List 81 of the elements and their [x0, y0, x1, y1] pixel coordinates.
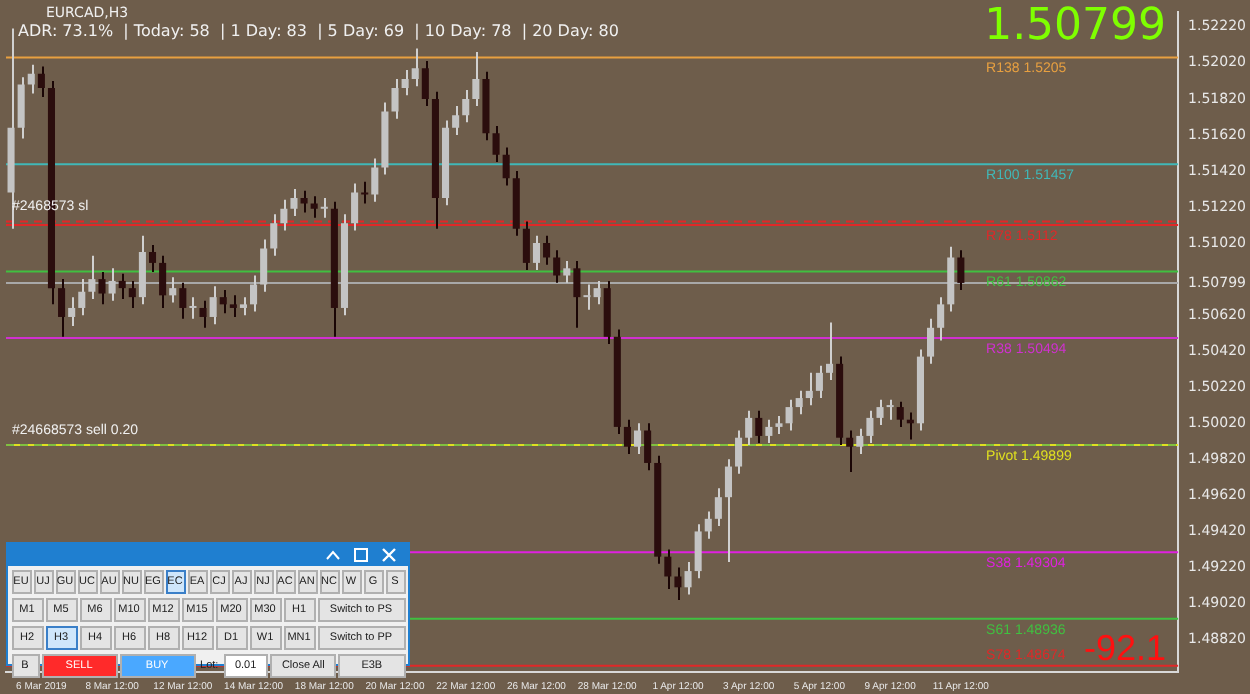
candlestick: [927, 317, 935, 365]
candlestick: [58, 278, 66, 338]
candlestick: [825, 321, 834, 382]
candlestick: [138, 234, 146, 306]
candlestick: [421, 60, 429, 108]
candlestick: [118, 272, 126, 300]
candlestick: [745, 409, 753, 446]
candlestick: [775, 415, 783, 436]
annotation: ADR: 73.1% | Today: 58 | 1 Day: 83 | 5 Day: 69 | 10 Day: 78 | 20 Day: 80: [18, 22, 619, 41]
candlestick: [785, 398, 793, 432]
candlestick: [351, 182, 359, 232]
candlestick: [199, 299, 207, 329]
candlestick: [937, 296, 945, 342]
candlestick: [148, 243, 157, 273]
candlestick: [846, 429, 854, 473]
candlestick: [371, 157, 379, 203]
candlestick: [98, 270, 106, 306]
candlestick: [502, 146, 510, 187]
candlestick: [947, 245, 955, 313]
candlestick: [37, 65, 45, 99]
candlestick: [694, 523, 702, 580]
candlestick: [866, 409, 874, 445]
candlestick: [724, 458, 732, 564]
candlestick: [765, 418, 773, 445]
candlestick: [522, 220, 530, 272]
candlestick: [462, 88, 470, 124]
candlestick: [674, 566, 682, 601]
candlestick: [411, 47, 419, 88]
candlestick: [229, 294, 237, 318]
candlestick: [553, 249, 561, 284]
candlestick: [219, 288, 227, 315]
candlestick: [159, 254, 167, 309]
candlestick: [543, 234, 551, 266]
candlestick: [401, 69, 409, 97]
candlestick: [452, 105, 460, 136]
candlestick: [169, 276, 177, 304]
candlestick: [300, 189, 308, 214]
candlestick: [492, 124, 500, 163]
candlestick: [563, 260, 571, 284]
candlestick: [209, 285, 217, 326]
candlestick: [532, 234, 541, 272]
candlestick: [633, 422, 642, 455]
candlestick: [684, 561, 692, 596]
candlestick: [856, 427, 864, 455]
candlestick: [68, 296, 76, 327]
candlestick: [310, 195, 318, 219]
candlestick: [886, 398, 894, 421]
candlestick: [391, 78, 399, 120]
candlestick: [179, 281, 187, 320]
candlestick: [189, 296, 197, 320]
candlestick: [664, 548, 672, 591]
candlestick: [320, 197, 328, 219]
candlestick: [88, 254, 96, 300]
candlestick: [290, 188, 298, 218]
candlestick: [704, 510, 712, 540]
candlestick: [128, 279, 136, 309]
candlestick: [815, 364, 823, 400]
candlestick: [270, 213, 278, 257]
candlestick: [573, 260, 581, 329]
candlestick: [27, 63, 35, 95]
candlestick: [714, 487, 722, 528]
candlestick: [260, 238, 268, 293]
candlestick: [896, 400, 904, 428]
candlestick: [735, 429, 743, 475]
candlestick: [78, 278, 86, 317]
candlestick: [623, 418, 631, 455]
candlestick: [957, 249, 965, 291]
candlestick: [644, 422, 652, 472]
candlestick: [876, 398, 884, 427]
candlestick: [108, 267, 116, 302]
candlestick: [805, 371, 813, 407]
candlestick: [795, 389, 803, 416]
candlestick: [755, 409, 763, 445]
candlestick: [17, 76, 25, 140]
annotation: -92.1: [1084, 627, 1167, 668]
candlestick: [250, 274, 258, 313]
candlestick: [239, 296, 247, 317]
candlestick: [280, 198, 288, 232]
candlestick: [472, 51, 480, 108]
annotation: 1.50799: [984, 1, 1167, 52]
candlestick: [361, 180, 369, 205]
